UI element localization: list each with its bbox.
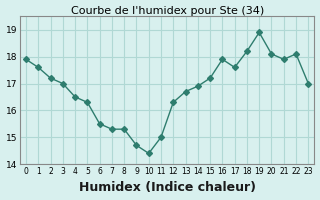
X-axis label: Humidex (Indice chaleur): Humidex (Indice chaleur) <box>79 181 256 194</box>
Title: Courbe de l'humidex pour Ste (34): Courbe de l'humidex pour Ste (34) <box>70 6 264 16</box>
